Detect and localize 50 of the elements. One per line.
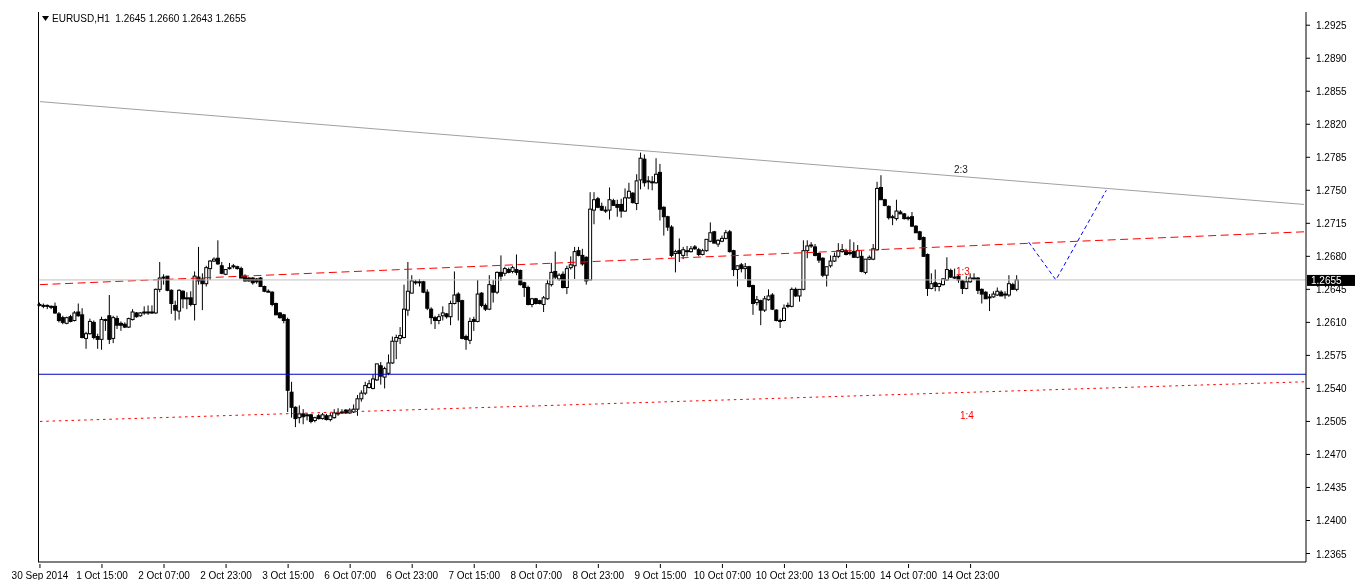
annotation: 1:4 xyxy=(960,410,974,421)
candlestick xyxy=(184,291,189,310)
candlestick xyxy=(107,294,112,345)
y-tick-label: 1.2855 xyxy=(1316,86,1348,98)
x-tick-label: 6 Oct 23:00 xyxy=(386,570,439,581)
chart-title: EURUSD,H1 1.2645 1.2660 1.2643 1.2655 xyxy=(52,13,247,24)
annotation: 2:3 xyxy=(954,164,968,175)
ref-line-label: 1.2655 xyxy=(1311,274,1343,286)
x-tick-label: 6 Oct 07:00 xyxy=(324,570,377,581)
candlestick xyxy=(49,304,54,310)
candlestick xyxy=(619,198,624,219)
candlestick xyxy=(937,282,942,292)
x-tick-label: 10 Oct 23:00 xyxy=(755,570,814,581)
y-tick-label: 1.2505 xyxy=(1316,416,1348,428)
y-tick-label: 1.2890 xyxy=(1316,53,1348,65)
candlestick xyxy=(1006,274,1011,298)
x-tick-label: 2 Oct 23:00 xyxy=(200,570,253,581)
y-tick-label: 1.2680 xyxy=(1316,251,1348,263)
candlestick xyxy=(118,320,123,332)
y-tick-label: 1.2575 xyxy=(1316,350,1348,362)
candlestick xyxy=(933,269,938,292)
y-tick-label: 1.2750 xyxy=(1316,185,1348,197)
y-tick-label: 1.2925 xyxy=(1316,20,1348,32)
x-tick-label: 8 Oct 23:00 xyxy=(572,570,625,581)
y-tick-label: 1.2540 xyxy=(1316,383,1348,395)
y-tick-label: 1.2400 xyxy=(1316,515,1348,527)
x-tick-label: 7 Oct 15:00 xyxy=(448,570,501,581)
candlestick xyxy=(180,289,185,309)
x-tick-label: 13 Oct 15:00 xyxy=(817,570,876,581)
annotation: 1:3 xyxy=(956,266,970,277)
y-tick-label: 1.2435 xyxy=(1316,482,1348,494)
x-tick-label: 3 Oct 15:00 xyxy=(262,570,315,581)
y-tick-label: 1.2715 xyxy=(1316,218,1348,230)
y-tick-label: 1.2645 xyxy=(1316,284,1348,296)
candlestick xyxy=(146,304,151,316)
x-tick-label: 1 Oct 15:00 xyxy=(76,570,129,581)
x-tick-label: 14 Oct 23:00 xyxy=(941,570,1000,581)
x-tick-label: 2 Oct 07:00 xyxy=(138,570,191,581)
y-tick-label: 1.2610 xyxy=(1316,317,1348,329)
y-tick-label: 1.2365 xyxy=(1316,548,1348,560)
y-tick-label: 1.2820 xyxy=(1316,119,1348,131)
x-tick-label: 10 Oct 07:00 xyxy=(693,570,752,581)
candlestick xyxy=(820,256,825,278)
candlestick xyxy=(305,412,310,421)
y-tick-label: 1.2470 xyxy=(1316,449,1348,461)
x-tick-label: 9 Oct 15:00 xyxy=(634,570,687,581)
y-tick-label: 1.2785 xyxy=(1316,152,1348,164)
x-tick-label: 8 Oct 07:00 xyxy=(510,570,563,581)
x-tick-label: 14 Oct 07:00 xyxy=(879,570,938,581)
candlestick xyxy=(177,288,182,321)
